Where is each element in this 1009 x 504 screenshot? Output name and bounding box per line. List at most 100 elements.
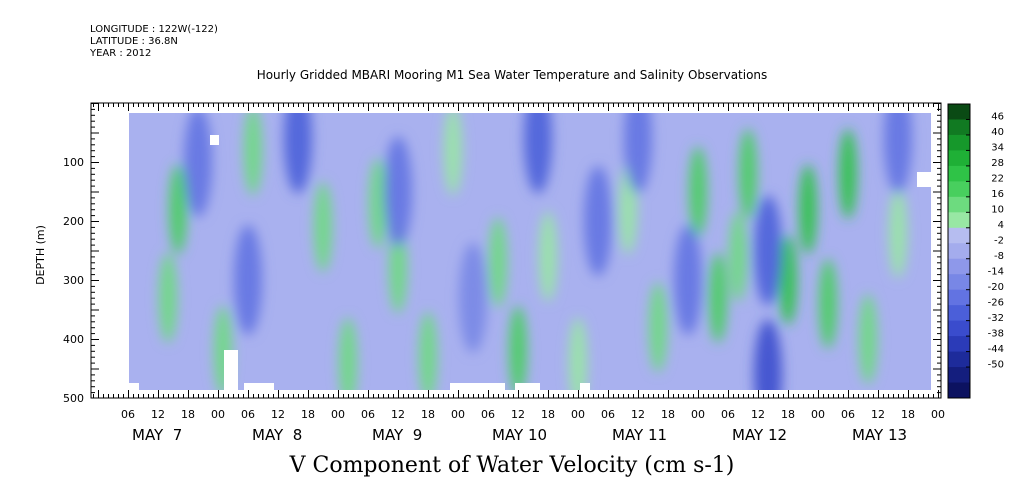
x-tick-label: 06: [361, 408, 375, 421]
y-tick-label: 400: [63, 333, 84, 346]
chart-bottom-title: V Component of Water Velocity (cm s-1): [289, 453, 735, 478]
x-tick-label: 12: [391, 408, 405, 421]
velocity-patch: [314, 181, 332, 272]
colorbar-swatch: [948, 351, 970, 368]
day-label: MAY 8: [252, 426, 302, 444]
day-label: MAY 11: [612, 426, 667, 444]
velocity-patch: [509, 305, 527, 390]
x-tick-label: 18: [181, 408, 195, 421]
x-tick-label: 18: [421, 408, 435, 421]
latitude-label: LATITUDE : 36.8N: [90, 36, 178, 47]
y-tick-label: 200: [63, 215, 84, 228]
day-label: MAY 9: [372, 426, 422, 444]
colorbar-swatch: [948, 119, 970, 136]
day-label: MAY 13: [852, 426, 907, 444]
x-tick-label: 12: [271, 408, 285, 421]
velocity-patch: [489, 217, 507, 308]
metadata-block: LONGITUDE : 122W(-122) LATITUDE : 36.8N …: [90, 24, 218, 60]
velocity-patch: [889, 187, 907, 278]
colorbar-label: -14: [988, 266, 1004, 277]
y-axis-label: DEPTH (m): [34, 225, 47, 285]
velocity-patch: [389, 223, 407, 314]
velocity-patch: [689, 146, 707, 237]
colorbar-label: -50: [988, 359, 1004, 370]
velocity-patch: [884, 113, 912, 194]
missing-data-region: [244, 383, 274, 390]
x-tick-label: 06: [121, 408, 135, 421]
velocity-patch: [369, 158, 387, 249]
x-tick-label: 18: [781, 408, 795, 421]
velocity-patch: [729, 211, 747, 302]
colorbar-label: -2: [994, 236, 1004, 247]
colorbar-label: -44: [988, 344, 1004, 355]
colorbar-swatch: [948, 104, 970, 120]
colorbar-label: -20: [988, 282, 1004, 293]
velocity-patch: [674, 225, 702, 335]
colorbar-label: 22: [991, 174, 1004, 185]
velocity-patch: [339, 317, 357, 390]
x-tick-label: 12: [151, 408, 165, 421]
velocity-patch: [779, 235, 797, 325]
longitude-label: LONGITUDE : 122W(-122): [90, 24, 218, 35]
missing-data-region: [917, 172, 931, 187]
colorbar-label: -38: [988, 328, 1004, 339]
colorbar-label: 40: [991, 127, 1004, 138]
velocity-patch: [859, 294, 877, 384]
colorbar-swatch: [948, 336, 970, 353]
colorbar-label: 34: [991, 143, 1004, 154]
velocity-patch: [709, 252, 727, 343]
colorbar-swatch: [948, 382, 970, 399]
velocity-patch: [754, 195, 782, 306]
colorbar-swatch: [948, 258, 970, 275]
velocity-patch: [419, 311, 437, 390]
velocity-patch: [754, 319, 782, 390]
x-tick-label: 00: [331, 408, 345, 421]
x-tick-label: 06: [841, 408, 855, 421]
missing-data-region: [515, 383, 540, 390]
colorbar-swatch: [948, 134, 970, 151]
x-tick-label: 06: [481, 408, 495, 421]
velocity-patch: [624, 113, 652, 194]
x-tick-label: 12: [871, 408, 885, 421]
velocity-patch: [539, 211, 557, 302]
x-tick-label: 00: [451, 408, 465, 421]
velocity-patch: [819, 258, 837, 349]
x-tick-label: 00: [571, 408, 585, 421]
velocity-patch: [284, 113, 312, 194]
x-tick-label: 00: [211, 408, 225, 421]
missing-data-region: [580, 383, 590, 390]
x-tick-label: 06: [721, 408, 735, 421]
missing-data-region: [224, 350, 238, 390]
missing-data-region: [450, 383, 505, 390]
day-label: MAY 12: [732, 426, 787, 444]
colorbar-swatch: [948, 367, 970, 384]
missing-data-region: [129, 383, 139, 390]
year-label: YEAR : 2012: [90, 48, 152, 59]
x-tick-label: 18: [901, 408, 915, 421]
colorbar-swatch: [948, 227, 970, 244]
colorbar-swatch: [948, 212, 970, 229]
day-label: MAY 10: [492, 426, 547, 444]
colorbar-swatch: [948, 181, 970, 198]
velocity-patch: [169, 164, 187, 255]
x-tick-label: 00: [931, 408, 945, 421]
colorbar-swatch: [948, 243, 970, 260]
x-tick-label: 12: [751, 408, 765, 421]
velocity-patch: [569, 317, 587, 390]
velocity-patch: [524, 113, 552, 194]
colorbar-swatch: [948, 305, 970, 322]
colorbar-label: -8: [994, 251, 1004, 262]
velocity-patch: [839, 128, 857, 219]
x-tick-label: 06: [601, 408, 615, 421]
day-label: MAY 7: [132, 426, 182, 444]
colorbar-label: -26: [988, 297, 1004, 308]
x-tick-label: 18: [541, 408, 555, 421]
colorbar-label: 28: [991, 158, 1004, 169]
y-tick-label: 500: [63, 392, 84, 405]
colorbar-swatch: [948, 320, 970, 337]
x-tick-label: 12: [511, 408, 525, 421]
colorbar-swatch: [948, 196, 970, 213]
velocity-patch: [159, 252, 177, 343]
colorbar-swatch: [948, 150, 970, 167]
